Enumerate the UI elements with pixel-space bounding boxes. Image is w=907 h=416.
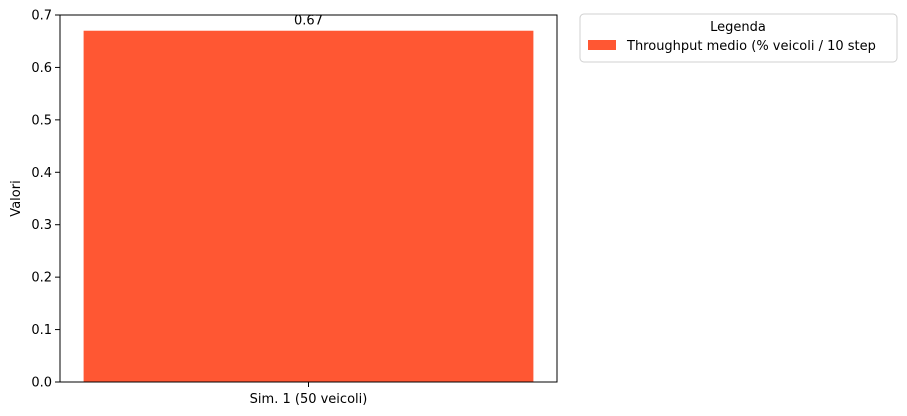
y-tick-label: 0.1 <box>31 323 52 338</box>
y-tick-label: 0.6 <box>31 61 52 76</box>
plot-area: 0.67 Sim. 1 (50 veicoli) 0.0 0.1 0.2 0.3 0.4 0.… <box>31 9 534 407</box>
legend-entry-label: Throughput medio (% veicoli / 10 step <box>626 39 876 54</box>
y-tick-label: 0.5 <box>31 113 52 128</box>
legend-title: Legenda <box>710 20 766 35</box>
bar <box>83 30 534 382</box>
legend-box <box>579 13 898 63</box>
y-tick-label: 0.7 <box>31 9 52 24</box>
legend: Legenda Throughput medio (% veicoli / 10… <box>579 13 898 63</box>
y-axis-label: Valori <box>9 180 24 216</box>
axes-frame <box>59 14 558 383</box>
legend-swatch <box>588 40 616 50</box>
bar-data-label: 0.67 <box>294 14 323 29</box>
y-tick-label: 0.3 <box>31 218 52 233</box>
x-tick-label: Sim. 1 (50 veicoli) <box>250 392 368 407</box>
y-tick-label: 0.4 <box>31 166 52 181</box>
y-tick-label: 0.2 <box>31 271 52 286</box>
y-tick-label: 0.0 <box>31 376 52 391</box>
